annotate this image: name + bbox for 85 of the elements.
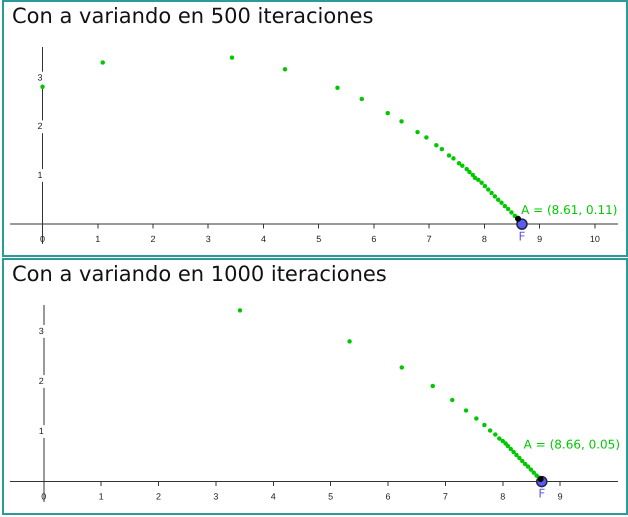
x-tick-label: 4 (260, 234, 266, 244)
x-tick-label: 5 (316, 234, 322, 244)
x-tick-label: 6 (371, 234, 376, 244)
point (424, 135, 429, 140)
x-tick-label: 3 (206, 234, 211, 244)
point (467, 170, 472, 174)
point (472, 176, 478, 180)
point (470, 172, 476, 178)
point (516, 218, 528, 230)
point (238, 308, 242, 313)
point (415, 130, 420, 134)
point (482, 422, 487, 428)
chart-title: Con a variando en 500 iteraciones (12, 4, 374, 28)
point (450, 398, 455, 402)
point (385, 110, 390, 116)
point (514, 452, 519, 458)
point (502, 204, 508, 208)
chart-title: Con a variando en 1000 iteraciones (12, 262, 387, 286)
point (335, 86, 340, 90)
point (509, 210, 514, 215)
point (522, 462, 528, 466)
y-tick-label: 3 (38, 72, 43, 83)
point (400, 365, 404, 370)
point (506, 444, 510, 448)
x-tick-label: 2 (150, 234, 156, 244)
point (360, 96, 364, 102)
point (464, 166, 469, 172)
point (526, 464, 530, 469)
point (520, 458, 525, 464)
point (528, 467, 534, 472)
point (499, 200, 504, 205)
point (399, 119, 404, 124)
point (456, 161, 462, 166)
point (493, 432, 498, 437)
point (430, 384, 436, 388)
x-tick-label: 7 (442, 491, 448, 502)
x-tick-label: 10 (590, 234, 600, 244)
point (492, 194, 498, 199)
point (440, 146, 444, 152)
point (500, 438, 506, 444)
point (40, 84, 45, 90)
point (464, 408, 468, 413)
series-label: F (518, 229, 526, 244)
point (531, 470, 536, 475)
point (506, 206, 510, 212)
point (488, 428, 492, 433)
point (434, 143, 439, 148)
x-tick-label: 4 (270, 491, 276, 502)
y-tick-label: 1 (38, 170, 43, 180)
y-tick-label: 1 (38, 426, 44, 436)
x-tick-label: 5 (328, 491, 334, 502)
x-tick-label: 2 (156, 491, 162, 502)
point (474, 416, 479, 421)
point (347, 339, 352, 344)
point (489, 190, 494, 196)
point (508, 446, 514, 452)
point (451, 156, 456, 161)
point (282, 67, 288, 72)
point (100, 60, 105, 65)
x-tick-label: 1 (98, 491, 104, 502)
annotation: A = (8.61, 0.11) (521, 202, 618, 217)
point (486, 187, 491, 192)
point (230, 55, 234, 60)
series-label: F (538, 486, 546, 501)
point (496, 198, 500, 202)
x-tick-label: 8 (482, 234, 487, 244)
point (517, 456, 522, 460)
y-tick-label: 2 (38, 121, 43, 132)
x-tick-label: 1 (95, 234, 100, 244)
point (497, 436, 502, 441)
point (511, 450, 516, 454)
x-tick-label: 8 (500, 491, 506, 502)
point (460, 163, 465, 168)
annotation: A = (8.66, 0.05) (524, 437, 620, 452)
y-tick-label: 3 (38, 326, 44, 336)
point (479, 180, 484, 185)
y-tick-label: 2 (38, 376, 44, 386)
x-tick-label: 9 (537, 234, 542, 244)
point (476, 178, 481, 182)
x-tick-label: 3 (213, 491, 218, 502)
x-tick-label: 7 (426, 234, 432, 244)
point (482, 184, 488, 188)
point (446, 153, 452, 158)
x-tick-label: 9 (558, 491, 563, 502)
x-tick-label: 6 (386, 491, 391, 502)
